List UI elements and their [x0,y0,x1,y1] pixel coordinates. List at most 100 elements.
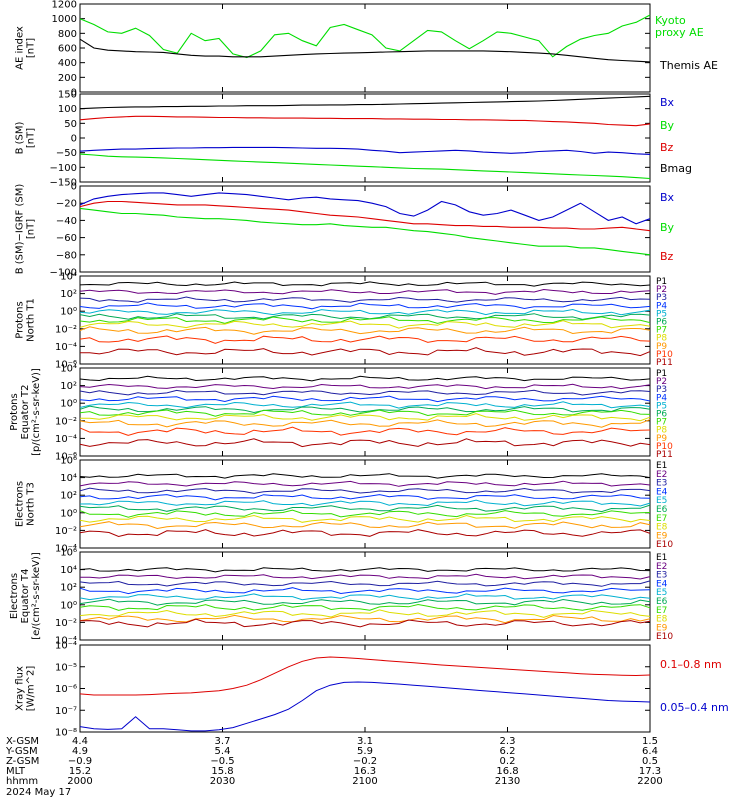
series-line-e8 [79,514,651,523]
series-line-0-05-0-4-nm [79,681,651,732]
legend-e1: E1 [656,461,667,471]
legend-p9: P9 [656,342,667,352]
y-tick-label: −50 [56,148,77,159]
legend-bmag: Bmag [660,162,692,175]
e1-y-axis-label: Electrons [15,481,26,527]
legend-p11: P11 [656,450,673,460]
legend-bx: Bx [660,191,675,204]
legend-p2: P2 [656,377,667,387]
y-tick-label: −100 [50,268,77,279]
legend-p11: P11 [656,358,673,368]
legend-e5: E5 [656,588,667,598]
footer-cell: 0.2 [500,756,516,767]
series-line-by [79,207,651,256]
y-tick-label: 10⁻⁴ [55,342,77,353]
xr-y-axis-label: [W/m^2] [26,666,37,712]
e1-y-axis-label: North T3 [26,482,37,526]
p2-y-axis-label: Protons [9,393,20,430]
bi-y-axis-label: B (SM)−IGRF (SM) [15,184,26,275]
series-line-p4 [79,302,651,310]
p2-y-axis-label: [p/(cm²-s-sr-keV)] [31,368,42,456]
legend-e8: E8 [656,615,668,625]
series-line-e5 [79,499,651,507]
series-line-e9 [79,614,651,624]
panel-xr-frame [79,644,651,733]
y-tick-label: 10⁻² [55,526,77,537]
series-line-0-1-0-8-nm [79,656,651,696]
footer-cell: −0.9 [68,756,92,767]
e2-y-axis-label: Electrons [9,573,20,619]
series-line-p1 [79,281,651,287]
legend-p3: P3 [656,293,667,303]
p2-y-axis-label: Equator T2 [20,385,31,440]
footer-cell: 2100 [352,776,377,787]
legend-bz: Bz [660,141,674,154]
series-line-p2 [79,288,651,295]
legend-p7: P7 [656,418,667,428]
legend-e9: E9 [656,531,668,541]
legend-p8: P8 [656,426,667,436]
y-tick-label: 10⁻⁴ [55,636,77,647]
e2-y-axis-label: [e/(cm²-s-sr-keV)] [31,552,42,640]
legend-p4: P4 [656,393,667,403]
legend-p5: P5 [656,309,667,319]
legend-p4: P4 [656,301,667,311]
y-tick-label: 10⁻⁷ [55,706,77,717]
footer-cell: 1.5 [642,736,658,747]
y-tick-label: 10⁻⁴ [55,544,77,555]
series-line-e3 [79,580,651,587]
y-tick-label: 10⁻⁵ [55,662,77,673]
legend-p1: P1 [656,369,667,379]
series-line-e4 [79,587,651,595]
legend-p5: P5 [656,401,667,411]
series-line-e1 [79,567,651,573]
e2-y-axis-label: Equator T4 [20,569,31,624]
legend-e2: E2 [656,470,667,480]
legend-p9: P9 [656,434,667,444]
y-tick-label: 10⁴ [60,565,77,576]
legend-e5: E5 [656,496,667,506]
y-tick-label: 0 [71,134,77,145]
y-tick-label: 10⁻⁴ [55,641,77,652]
footer-cell: −0.5 [210,756,234,767]
series-line-p1 [79,375,651,382]
legend-proxy-ae: proxy AE [655,26,704,39]
legend-p1: P1 [656,277,667,287]
footer-cell: 3.7 [215,736,231,747]
series-line-p7 [79,409,651,417]
y-tick-label: 0 [71,88,77,99]
series-line-e3 [79,487,651,494]
bi-y-axis-label: [nT] [26,219,37,239]
legend-kyoto: Kyoto [655,14,686,27]
series-line-p7 [79,316,651,324]
ae-y-axis-label: [nT] [26,38,37,58]
y-tick-label: 10² [60,289,77,300]
y-tick-label: 100 [58,104,77,115]
legend-themis-ae: Themis AE [659,59,718,72]
y-tick-label: 10⁻⁶ [55,452,77,463]
series-line-e7 [79,603,651,611]
footer-cell: 5.9 [357,746,373,757]
y-tick-label: −150 [50,178,77,189]
legend-e3: E3 [656,571,667,581]
legend-e1: E1 [656,553,667,563]
series-line-bz [79,115,651,127]
legend-e8: E8 [656,523,668,533]
xr-y-axis-label: Xray flux [15,666,26,711]
panel-p2: 10⁻⁶ 10⁻⁴ 10⁻² 10⁰ 10² 10⁴ Protons Equator T2 [p… [9,364,673,463]
y-tick-label: −80 [56,250,77,261]
series-line-p9 [79,419,651,428]
footer-cell: 6.4 [642,746,658,757]
series-line-p8 [79,320,651,329]
footer-cell: −0.2 [353,756,377,767]
legend-e3: E3 [656,479,667,489]
series-line-by [79,153,651,180]
legend-p10: P10 [656,350,673,360]
y-tick-label: 10⁴ [60,364,77,375]
ae-y-axis-label: AE index [15,26,26,70]
series-line-p5 [79,401,651,409]
y-tick-label: 200 [58,73,77,84]
series-line-bx [79,192,651,225]
series-line-e6 [79,504,651,513]
